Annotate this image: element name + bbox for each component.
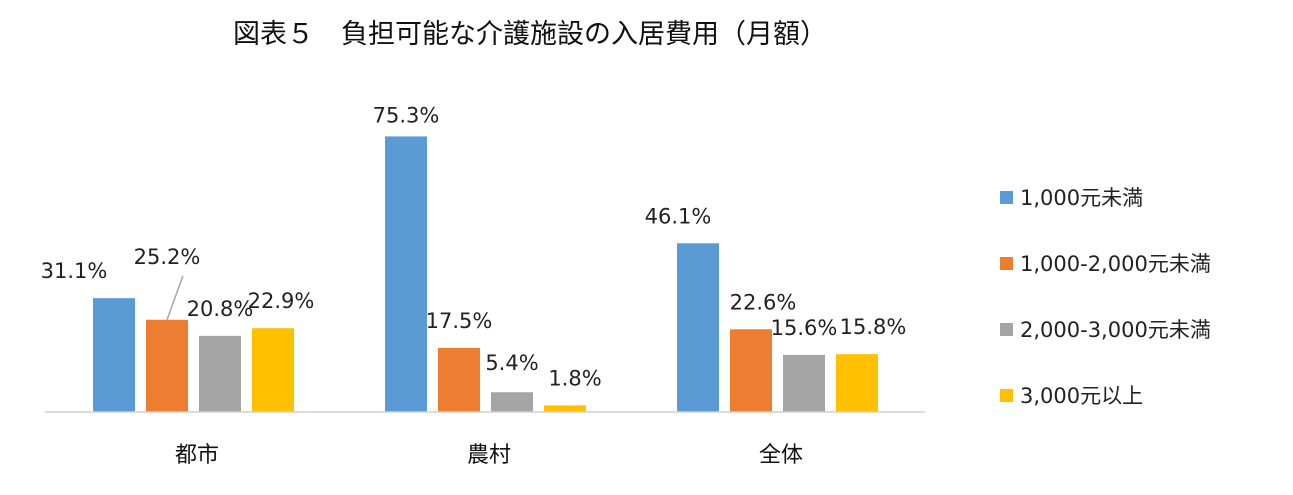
legend: 1,000元未満 1,000-2,000元未満 2,000-3,000元未満 3,00…: [1000, 186, 1211, 408]
bar-2-2: [438, 347, 480, 412]
legend-swatch: [1000, 323, 1013, 336]
bar-3-3: [783, 354, 825, 412]
bar-3-1: [677, 243, 719, 412]
bar-3-4: [836, 354, 878, 412]
legend-item-3: 2,000-3,000元未満: [1000, 318, 1211, 342]
bars-layer: [93, 136, 878, 413]
bar-1-2: [146, 319, 188, 412]
data-label-2-3: 5.4%: [485, 351, 538, 375]
legend-item-1: 1,000元未満: [1000, 186, 1143, 210]
bar-1-4: [252, 328, 294, 412]
category-label-1: 都市: [175, 443, 219, 468]
data-label-3-4: 15.8%: [840, 315, 907, 339]
bar-1-3: [199, 335, 241, 412]
value-labels-layer: 31.1% 25.2% 20.8%22.9% 75.3% 17.5% 5.4% 1.8% 46…: [41, 103, 907, 390]
data-label-1-1: 31.1%: [41, 259, 108, 283]
category-label-2: 農村: [467, 443, 511, 468]
bar-2-3: [491, 392, 533, 412]
legend-label: 3,000元以上: [1020, 384, 1143, 408]
data-label-2-4: 1.8%: [548, 366, 601, 390]
legend-item-2: 1,000-2,000元未満: [1000, 252, 1211, 276]
legend-label: 2,000-3,000元未満: [1020, 318, 1211, 342]
data-label-2-2: 17.5%: [426, 309, 493, 333]
leader-line: [166, 275, 184, 321]
legend-swatch: [1000, 191, 1013, 204]
data-label-1-4: 22.9%: [248, 289, 315, 313]
legend-swatch: [1000, 257, 1013, 270]
legend-label: 1,000元未満: [1020, 186, 1143, 210]
category-label-3: 全体: [759, 443, 803, 468]
legend-swatch: [1000, 389, 1013, 402]
chart-title: 図表５ 負担可能な介護施設の入居費用（月額）: [233, 19, 827, 50]
bar-2-1: [385, 136, 427, 413]
data-label-2-1: 75.3%: [373, 103, 440, 127]
bar-3-2: [730, 329, 772, 412]
data-label-1-2: 25.2%: [134, 245, 201, 269]
data-label-1-3: 20.8%: [187, 297, 254, 321]
data-label-3-2: 22.6%: [730, 290, 797, 314]
bar-1-1: [93, 298, 135, 412]
data-label-3-3: 15.6%: [771, 316, 838, 340]
legend-item-4: 3,000元以上: [1000, 384, 1143, 408]
legend-label: 1,000-2,000元未満: [1020, 252, 1211, 276]
category-labels-layer: 都市 農村 全体: [175, 443, 803, 468]
bar-2-4: [544, 405, 586, 412]
data-label-3-1: 46.1%: [645, 204, 712, 228]
